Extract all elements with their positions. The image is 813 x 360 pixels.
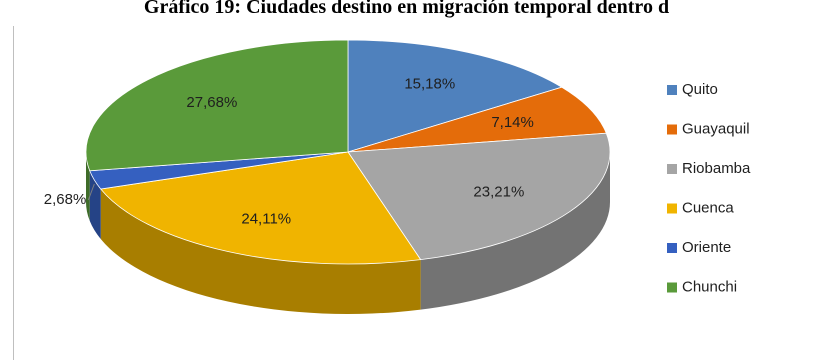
leader-line-oriente	[87, 183, 95, 201]
data-label-cuenca: 24,11%	[241, 211, 291, 228]
data-label-guayaquil: 7,14%	[491, 114, 534, 131]
pie-slice-cuenca	[99, 151, 422, 265]
legend-label-guayaquil: Guayaquil	[682, 120, 750, 137]
plot-area-border	[13, 26, 14, 360]
legend-swatch-riobamba	[667, 164, 677, 174]
legend-swatch-chunchi	[667, 282, 677, 293]
pie-chart: 15,18% 7,14% 23,21% 24,11% 2,68% 27,68% Quito…	[44, 39, 751, 314]
legend-swatch-oriente	[667, 243, 677, 253]
pie-slice-guayaquil	[347, 86, 607, 153]
legend-swatch-cuenca	[667, 203, 677, 214]
data-label-chunchi: 27,68%	[186, 94, 237, 111]
legend-swatch-guayaquil	[667, 124, 677, 135]
pie-side-riobamba	[420, 152, 610, 310]
pie-slice-riobamba	[347, 132, 611, 261]
legend: Quito Guayaquil Riobamba Cuenca Oriente Chunc…	[667, 81, 751, 295]
legend-label-riobamba: Riobamba	[682, 160, 751, 177]
legend-label-chunchi: Chunchi	[682, 278, 737, 295]
legend-label-cuenca: Cuenca	[682, 199, 734, 216]
data-label-quito: 15,18%	[404, 75, 455, 92]
data-label-riobamba: 23,21%	[473, 183, 524, 200]
data-label-oriente: 2,68%	[44, 191, 87, 208]
legend-label-quito: Quito	[682, 81, 718, 98]
legend-swatch-quito	[667, 85, 677, 95]
legend-label-oriente: Oriente	[682, 239, 731, 256]
pie-slice-quito	[347, 39, 563, 153]
pie-side-cuenca	[100, 189, 421, 314]
pie-chart-area: 15,18% 7,14% 23,21% 24,11% 2,68% 27,68% Quito…	[16, 24, 813, 360]
pie-slice-chunchi	[85, 39, 349, 172]
chart-title: Gráfico 19: Ciudades destino en migració…	[143, 0, 670, 18]
